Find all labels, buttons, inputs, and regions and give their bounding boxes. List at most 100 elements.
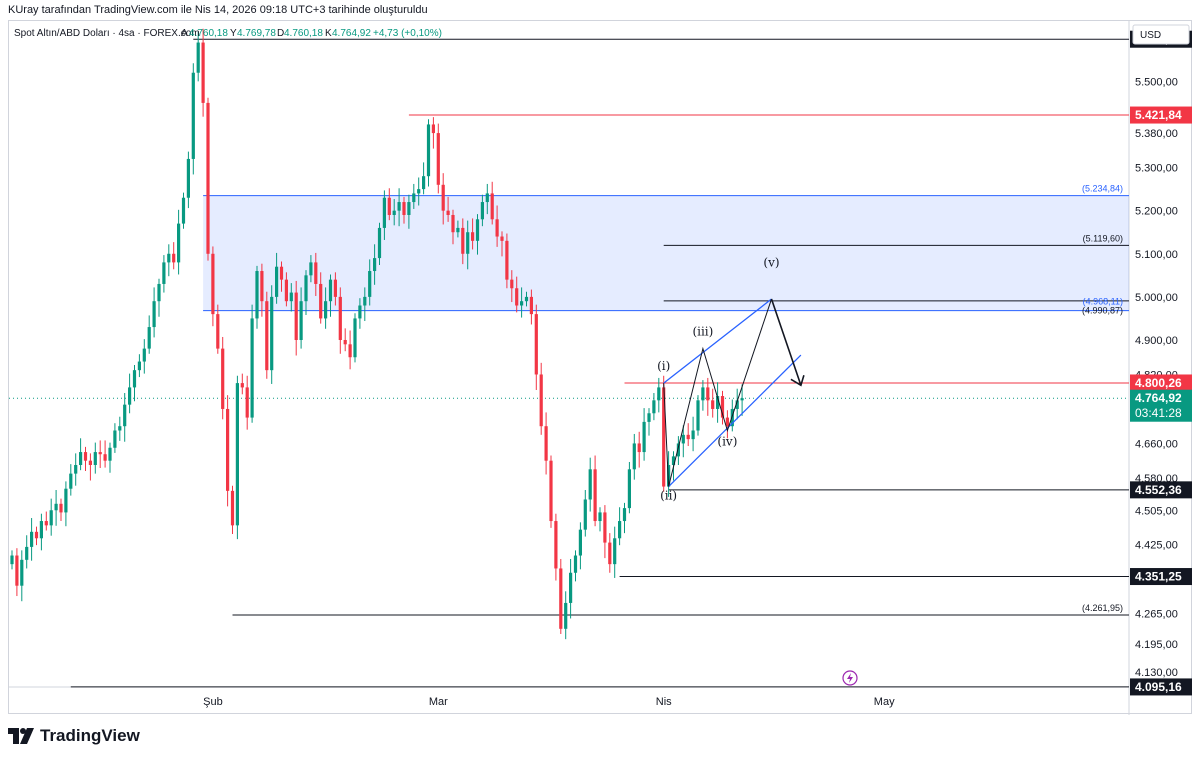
candle[interactable] bbox=[588, 457, 592, 512]
price-tag[interactable]: 4.351,25 bbox=[1130, 568, 1192, 586]
candle[interactable] bbox=[260, 263, 264, 317]
tradingview-logo[interactable]: TradingView bbox=[8, 726, 140, 746]
candle[interactable] bbox=[132, 364, 137, 402]
candle[interactable] bbox=[49, 498, 53, 536]
candle[interactable] bbox=[461, 218, 465, 265]
candle[interactable] bbox=[343, 328, 347, 352]
chart-panel[interactable]: (i) (ii) (iii) (iv) (v) 5.500,00 5.380,00 5.30… bbox=[8, 20, 1193, 715]
candle[interactable] bbox=[529, 289, 533, 325]
candle[interactable] bbox=[407, 194, 411, 229]
candle[interactable] bbox=[422, 162, 426, 195]
candle[interactable] bbox=[83, 446, 88, 472]
candle[interactable] bbox=[505, 233, 509, 289]
candle[interactable] bbox=[265, 291, 269, 379]
candle[interactable] bbox=[289, 283, 293, 312]
candle[interactable] bbox=[436, 123, 440, 194]
candle[interactable] bbox=[691, 416, 695, 452]
candle[interactable] bbox=[34, 526, 39, 546]
candle[interactable] bbox=[123, 393, 127, 442]
candle[interactable] bbox=[309, 255, 313, 283]
candle[interactable] bbox=[196, 30, 200, 82]
candle[interactable] bbox=[54, 490, 58, 526]
candle[interactable] bbox=[402, 196, 406, 224]
candle[interactable] bbox=[431, 117, 435, 149]
candle[interactable] bbox=[647, 408, 651, 436]
candle[interactable] bbox=[103, 440, 107, 468]
wave-channel-line[interactable] bbox=[668, 354, 802, 488]
candle[interactable] bbox=[338, 287, 342, 354]
elliott-wave-path[interactable] bbox=[663, 298, 772, 487]
candle[interactable] bbox=[108, 442, 112, 473]
candle[interactable] bbox=[113, 423, 117, 453]
candle[interactable] bbox=[520, 287, 524, 318]
candle[interactable] bbox=[177, 209, 181, 275]
price-chart[interactable]: (i) (ii) (iii) (iv) (v) 5.500,00 5.380,00 5.30… bbox=[9, 21, 1193, 715]
candle[interactable] bbox=[88, 453, 92, 481]
candle[interactable] bbox=[549, 455, 553, 528]
candle[interactable] bbox=[686, 423, 690, 447]
candle[interactable] bbox=[279, 261, 284, 292]
candle[interactable] bbox=[294, 280, 298, 356]
candle[interactable] bbox=[627, 461, 631, 514]
candle[interactable] bbox=[569, 558, 573, 619]
candle[interactable] bbox=[720, 390, 725, 425]
candle[interactable] bbox=[515, 276, 519, 313]
candle[interactable] bbox=[235, 375, 239, 540]
candle[interactable] bbox=[701, 380, 705, 411]
candle[interactable] bbox=[426, 119, 431, 187]
price-tag[interactable]: 5.421,84 bbox=[1130, 106, 1192, 124]
candle[interactable] bbox=[230, 485, 235, 534]
candle[interactable] bbox=[524, 291, 529, 307]
candle[interactable] bbox=[348, 330, 352, 370]
candle[interactable] bbox=[662, 375, 666, 492]
candle[interactable] bbox=[696, 395, 700, 436]
candle[interactable] bbox=[554, 513, 558, 581]
candle[interactable] bbox=[275, 252, 279, 304]
candle[interactable] bbox=[206, 97, 210, 261]
projection-arrow-shaft[interactable] bbox=[770, 298, 802, 386]
candle[interactable] bbox=[314, 252, 318, 297]
candle[interactable] bbox=[578, 522, 582, 570]
candle[interactable] bbox=[608, 533, 612, 573]
candle[interactable] bbox=[387, 188, 391, 221]
candle[interactable] bbox=[637, 431, 641, 468]
candle[interactable] bbox=[152, 287, 156, 338]
candle[interactable] bbox=[172, 242, 176, 270]
candle[interactable] bbox=[59, 498, 63, 522]
candle[interactable] bbox=[147, 315, 151, 354]
candle[interactable] bbox=[284, 272, 288, 307]
candle[interactable] bbox=[363, 287, 367, 322]
candle[interactable] bbox=[382, 190, 386, 240]
wave-channel-line[interactable] bbox=[663, 298, 772, 384]
price-tag[interactable]: 4.552,36 bbox=[1130, 481, 1192, 499]
candle[interactable] bbox=[157, 278, 161, 317]
candle[interactable] bbox=[373, 244, 377, 285]
candle[interactable] bbox=[725, 410, 729, 439]
candle[interactable] bbox=[299, 287, 303, 349]
candle[interactable] bbox=[93, 442, 97, 474]
candle[interactable] bbox=[657, 377, 661, 413]
candle[interactable] bbox=[191, 63, 195, 175]
candle[interactable] bbox=[652, 393, 656, 421]
candle[interactable] bbox=[412, 183, 416, 209]
demand-zone[interactable] bbox=[203, 195, 1130, 311]
candle[interactable] bbox=[466, 220, 470, 270]
candle[interactable] bbox=[392, 199, 396, 226]
candle[interactable] bbox=[69, 464, 73, 496]
candle[interactable] bbox=[44, 511, 48, 531]
candle[interactable] bbox=[495, 205, 499, 247]
candle[interactable] bbox=[221, 336, 225, 420]
candle[interactable] bbox=[333, 272, 337, 306]
candle[interactable] bbox=[368, 259, 372, 306]
candle[interactable] bbox=[539, 362, 543, 435]
candle[interactable] bbox=[480, 194, 484, 227]
candle[interactable] bbox=[255, 265, 259, 329]
candle[interactable] bbox=[319, 272, 323, 324]
candle[interactable] bbox=[245, 375, 249, 430]
candle[interactable] bbox=[137, 354, 141, 378]
candle[interactable] bbox=[613, 526, 617, 578]
candle[interactable] bbox=[79, 438, 83, 471]
candle[interactable] bbox=[98, 440, 102, 469]
candle[interactable] bbox=[534, 304, 538, 390]
